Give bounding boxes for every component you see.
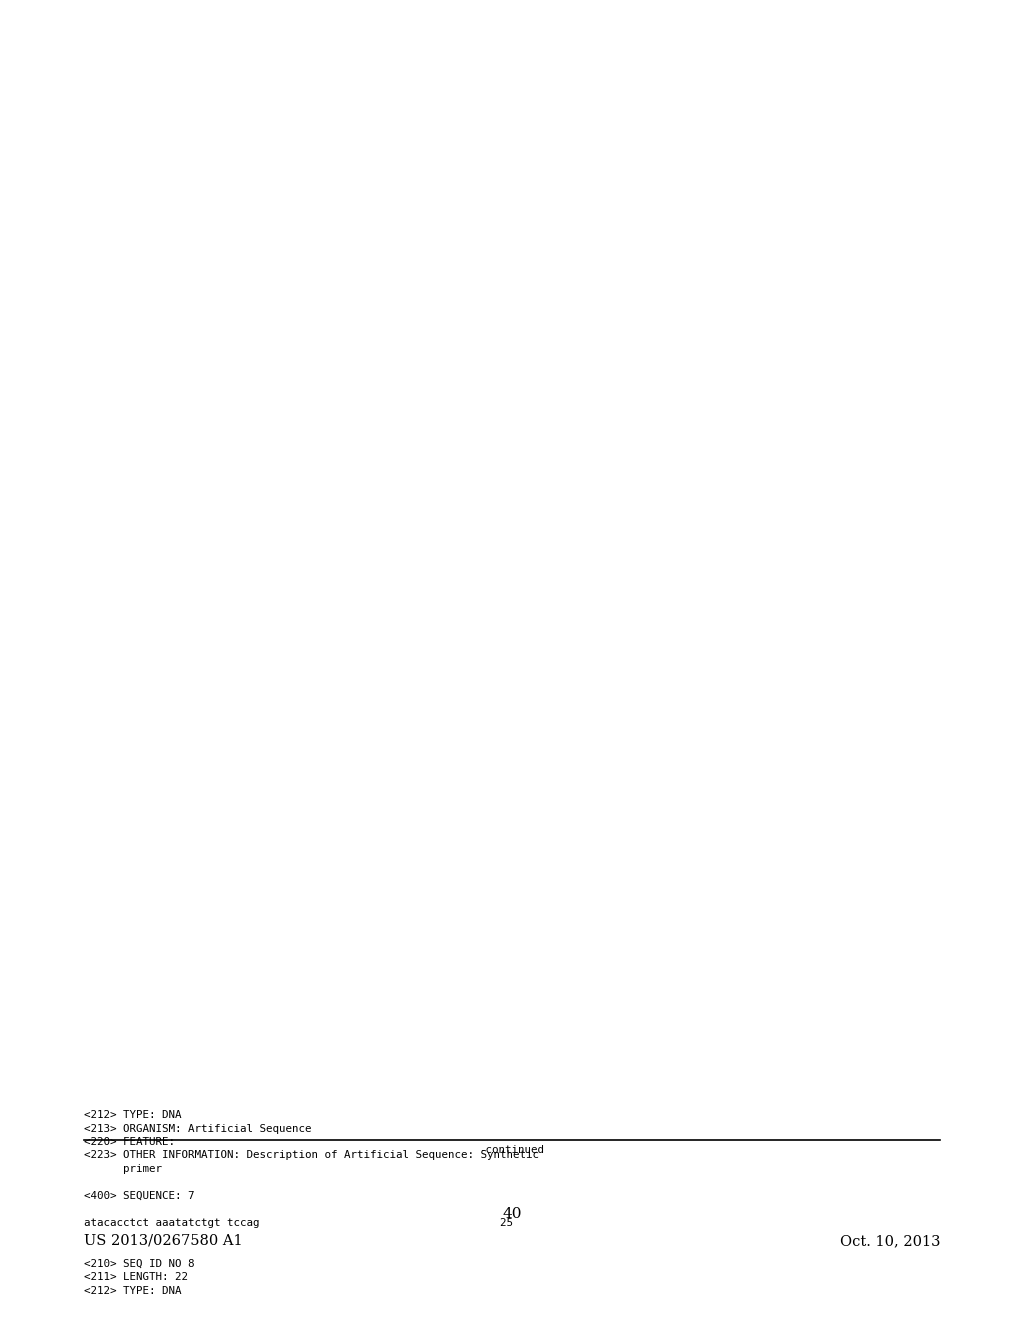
Text: <220> FEATURE:: <220> FEATURE: [84,1137,175,1147]
Text: <212> TYPE: DNA: <212> TYPE: DNA [84,1286,181,1295]
Text: atacacctct aaatatctgt tccag                                     25: atacacctct aaatatctgt tccag 25 [84,1218,513,1228]
Text: US 2013/0267580 A1: US 2013/0267580 A1 [84,1234,243,1247]
Text: <210> SEQ ID NO 8: <210> SEQ ID NO 8 [84,1258,195,1269]
Text: <212> TYPE: DNA: <212> TYPE: DNA [84,1110,181,1119]
Text: Oct. 10, 2013: Oct. 10, 2013 [840,1234,940,1247]
Text: <400> SEQUENCE: 7: <400> SEQUENCE: 7 [84,1191,195,1201]
Text: <213> ORGANISM: Artificial Sequence: <213> ORGANISM: Artificial Sequence [84,1123,311,1134]
Text: primer: primer [84,1164,162,1173]
Text: <223> OTHER INFORMATION: Description of Artificial Sequence: Synthetic: <223> OTHER INFORMATION: Description of … [84,1151,539,1160]
Text: 40: 40 [502,1206,522,1221]
Text: <211> LENGTH: 22: <211> LENGTH: 22 [84,1272,188,1282]
Text: -continued: -continued [479,1144,545,1155]
